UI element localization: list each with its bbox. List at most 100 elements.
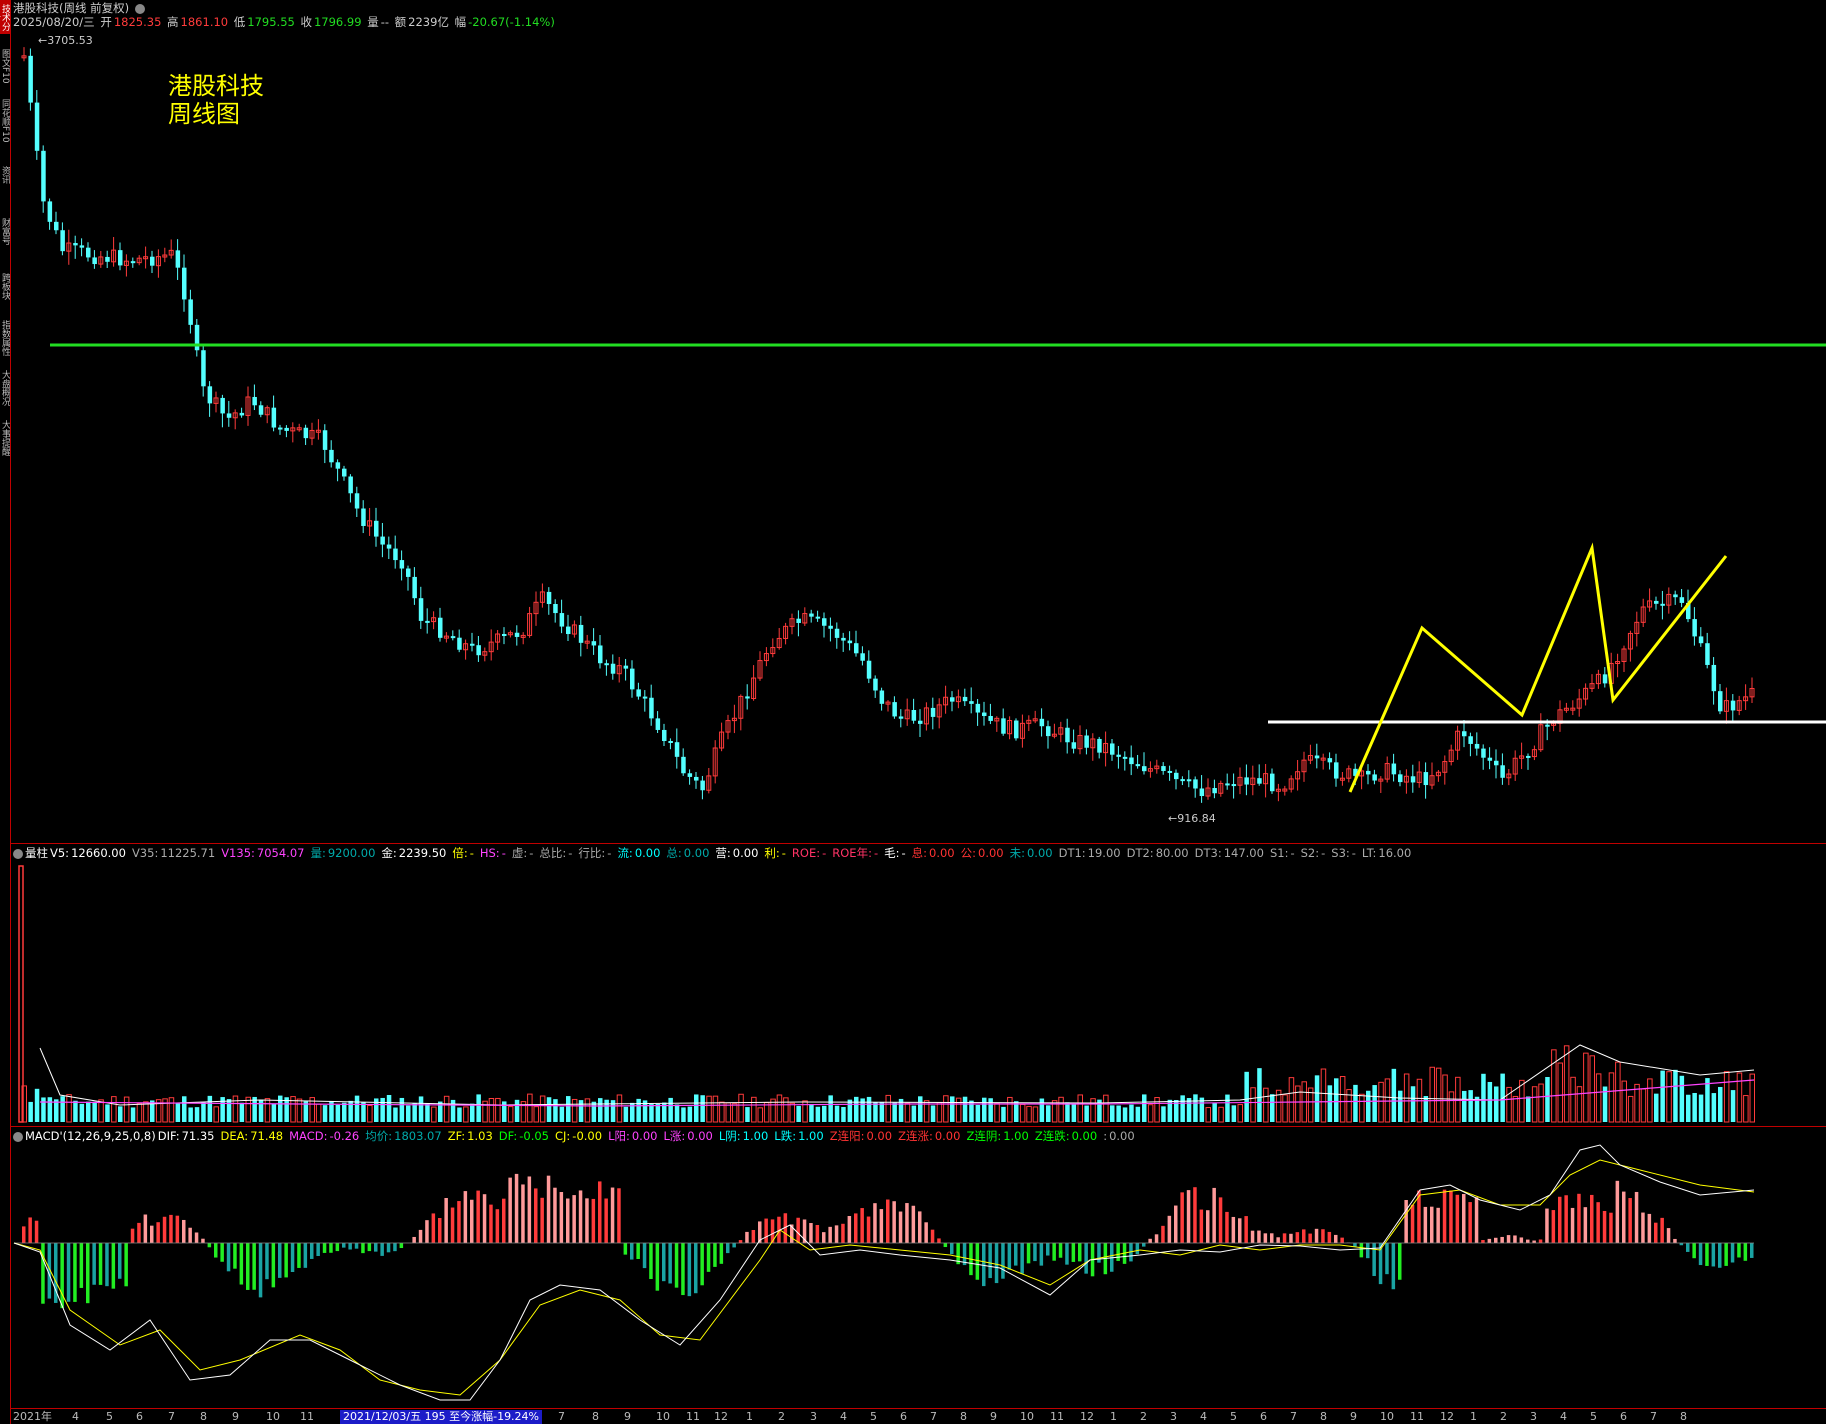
side-tab-8[interactable]: 大事提醒 xyxy=(0,420,10,456)
macd-histogram-bar xyxy=(380,1243,384,1256)
side-tab-6[interactable]: 指数属性 xyxy=(0,320,10,356)
volume-bar xyxy=(1384,1078,1391,1123)
volume-bar xyxy=(1551,1049,1557,1123)
volume-bar xyxy=(533,1106,539,1123)
macd-histogram-bar xyxy=(1666,1228,1671,1243)
volume-bar xyxy=(892,1102,897,1122)
volume-bar xyxy=(245,1096,251,1123)
volume-bar xyxy=(1698,1094,1704,1122)
candle-body xyxy=(34,102,40,151)
volume-bar xyxy=(425,1103,430,1122)
candle-body xyxy=(975,703,981,713)
macd-histogram-bar xyxy=(1097,1243,1101,1263)
candle-body xyxy=(284,427,289,431)
volume-bar xyxy=(809,1103,814,1122)
macd-histogram-bar xyxy=(1404,1200,1408,1243)
candle-body xyxy=(879,690,885,704)
volume-bar xyxy=(105,1104,110,1122)
macd-histogram-bar xyxy=(438,1218,442,1243)
candle-body xyxy=(290,427,296,432)
amount-label: 额 xyxy=(394,15,407,29)
macd-histogram-bar xyxy=(1602,1210,1607,1243)
candle-body xyxy=(763,653,769,662)
volume-bar xyxy=(1339,1076,1346,1123)
volume-bar xyxy=(431,1106,437,1123)
macd-histogram-bar xyxy=(1167,1215,1172,1243)
candle-body xyxy=(1097,738,1102,753)
candle-body xyxy=(809,613,814,617)
volume-bar xyxy=(1545,1077,1550,1122)
volume-bar xyxy=(271,1103,277,1122)
volume-bar xyxy=(374,1098,379,1122)
settings-icon[interactable] xyxy=(134,3,145,14)
side-tab-1[interactable]: 图文F10 xyxy=(0,48,10,84)
volume-bar xyxy=(751,1096,757,1123)
candle-body xyxy=(1071,742,1077,749)
candle-body xyxy=(450,636,456,639)
candle-body xyxy=(1288,778,1294,790)
macd-histogram-bar xyxy=(1282,1233,1287,1243)
volume-bar xyxy=(1295,1085,1301,1123)
indicator-label: 息: xyxy=(911,846,928,860)
side-tab-7[interactable]: 大盘概况 xyxy=(0,370,10,406)
candle-body xyxy=(854,643,859,654)
volume-bar xyxy=(1647,1078,1653,1123)
candle-body xyxy=(412,576,417,599)
candle-body xyxy=(789,618,795,627)
volume-bar xyxy=(406,1105,411,1122)
volume-bar xyxy=(1320,1068,1327,1123)
candle-body xyxy=(1122,756,1128,759)
macd-histogram-bar xyxy=(943,1243,948,1248)
volume-bar xyxy=(527,1093,533,1123)
macd-histogram-bar xyxy=(1545,1208,1549,1243)
candle-body xyxy=(168,249,174,256)
date-label: 7 xyxy=(1290,1410,1297,1423)
macd-histogram-bar xyxy=(1378,1243,1383,1285)
volume-bar xyxy=(642,1100,648,1122)
side-tab-4[interactable]: 财富号 xyxy=(0,217,10,245)
open-value: 1825.35 xyxy=(113,15,162,29)
side-tab-3[interactable]: 资讯 xyxy=(0,166,10,184)
candle-body xyxy=(1423,772,1429,786)
side-tab-0[interactable]: 技术分析 xyxy=(0,0,10,34)
side-tab-5[interactable]: 跨板块 xyxy=(0,272,10,300)
volume-bar xyxy=(571,1098,578,1123)
volume-bar xyxy=(278,1095,283,1122)
panel-toggle-icon[interactable] xyxy=(13,848,23,859)
volume-bar xyxy=(955,1097,962,1123)
macd-histogram-bar xyxy=(310,1243,314,1259)
volume-bar xyxy=(1531,1086,1538,1123)
volume-bar xyxy=(1563,1045,1570,1123)
macd-histogram-bar xyxy=(834,1225,839,1243)
macd-histogram-bar xyxy=(252,1243,256,1290)
indicator-label: LT: xyxy=(1361,846,1377,860)
indicator-label: DF: xyxy=(498,1129,518,1143)
volume-bar xyxy=(1180,1095,1185,1122)
indicator-value: - xyxy=(501,846,506,860)
candle-body xyxy=(1334,762,1339,779)
candle-body xyxy=(1366,770,1371,775)
date-label: 8 xyxy=(960,1410,967,1423)
volume-bar xyxy=(923,1100,930,1123)
candle-body xyxy=(904,709,910,720)
macd-histogram-bar xyxy=(361,1243,365,1254)
side-tab-2[interactable]: 同花顺F10 xyxy=(0,99,10,143)
macd-histogram-bar xyxy=(1391,1243,1396,1290)
macd-histogram-bar xyxy=(1538,1239,1543,1243)
candle-body xyxy=(553,604,558,614)
macd-histogram-bar xyxy=(559,1192,564,1243)
volume-bar xyxy=(681,1107,686,1122)
volume-bar xyxy=(610,1100,616,1122)
macd-histogram-bar xyxy=(418,1229,423,1243)
macd-histogram-bar xyxy=(412,1236,416,1243)
candle-body xyxy=(1026,719,1032,724)
indicator-label: L阳: xyxy=(608,1129,630,1143)
volume-bar xyxy=(1218,1106,1224,1123)
indicator-value: 1.03 xyxy=(467,1129,493,1143)
indicator-value: 0.00 xyxy=(683,846,710,860)
volume-bar xyxy=(443,1095,450,1123)
panel-toggle-icon[interactable] xyxy=(13,1131,23,1142)
candle-body xyxy=(1295,771,1301,780)
volume-bar xyxy=(1398,1090,1403,1122)
